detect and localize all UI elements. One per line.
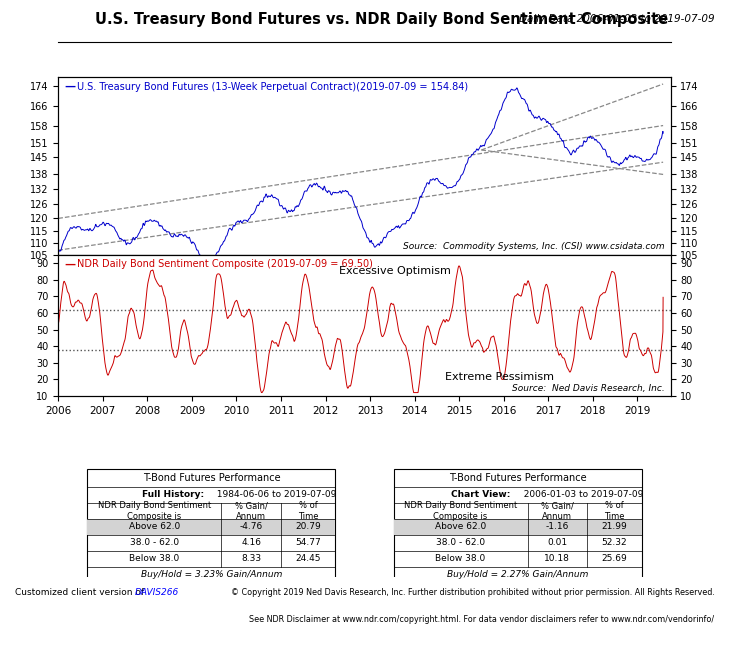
Text: U.S. Treasury Bond Futures vs. NDR Daily Bond Sentiment Composite: U.S. Treasury Bond Futures vs. NDR Daily… xyxy=(95,12,668,27)
Text: U.S. Treasury Bond Futures (13-Week Perpetual Contract)(2019-07-09 = 154.84): U.S. Treasury Bond Futures (13-Week Perp… xyxy=(77,82,468,92)
Bar xyxy=(394,469,642,583)
Text: % Gain/
Annum: % Gain/ Annum xyxy=(235,501,268,520)
Text: NDR Daily Bond Sentiment
Composite is: NDR Daily Bond Sentiment Composite is xyxy=(404,501,517,520)
Text: 38.0 - 62.0: 38.0 - 62.0 xyxy=(436,539,485,547)
Text: 8.33: 8.33 xyxy=(241,554,261,563)
Text: Daily Data 2006-01-03 to 2019-07-09: Daily Data 2006-01-03 to 2019-07-09 xyxy=(519,14,714,24)
Text: Buy/Hold = 2.27% Gain/Annum: Buy/Hold = 2.27% Gain/Annum xyxy=(447,570,588,579)
Text: Above 62.0: Above 62.0 xyxy=(435,522,486,531)
Text: % of
Time: % of Time xyxy=(298,501,319,520)
Text: 20.79: 20.79 xyxy=(295,522,321,531)
Text: % Gain/
Annum: % Gain/ Annum xyxy=(541,501,574,520)
Text: 38.0 - 62.0: 38.0 - 62.0 xyxy=(130,539,179,547)
Text: -1.16: -1.16 xyxy=(545,522,569,531)
Text: 21.99: 21.99 xyxy=(601,522,627,531)
Text: Full History:: Full History: xyxy=(142,490,204,499)
Text: —: — xyxy=(64,82,76,92)
Text: 4.16: 4.16 xyxy=(241,539,261,547)
Text: 10.18: 10.18 xyxy=(545,554,570,563)
Text: Below 38.0: Below 38.0 xyxy=(435,554,486,563)
Text: See NDR Disclaimer at www.ndr.com/copyright.html. For data vendor disclaimers re: See NDR Disclaimer at www.ndr.com/copyri… xyxy=(249,614,714,623)
Text: 2006-01-03 to 2019-07-09: 2006-01-03 to 2019-07-09 xyxy=(518,490,643,499)
Text: NDR Daily Bond Sentiment Composite (2019-07-09 = 69.50): NDR Daily Bond Sentiment Composite (2019… xyxy=(77,259,373,269)
Text: Chart View:: Chart View: xyxy=(451,490,510,499)
Bar xyxy=(87,519,335,535)
Text: Below 38.0: Below 38.0 xyxy=(129,554,179,563)
Text: T-Bond Futures Performance: T-Bond Futures Performance xyxy=(143,473,280,482)
Bar xyxy=(87,469,335,583)
Text: 52.32: 52.32 xyxy=(601,539,627,547)
Text: Source:  Commodity Systems, Inc. (CSI) www.csidata.com: Source: Commodity Systems, Inc. (CSI) ww… xyxy=(403,243,665,252)
Text: © Copyright 2019 Ned Davis Research, Inc. Further distribution prohibited withou: © Copyright 2019 Ned Davis Research, Inc… xyxy=(230,588,714,597)
Text: Extreme Pessimism: Extreme Pessimism xyxy=(445,372,554,382)
Text: Excessive Optimism: Excessive Optimism xyxy=(339,266,451,276)
Text: 0.01: 0.01 xyxy=(547,539,567,547)
Text: Source:  Ned Davis Research, Inc.: Source: Ned Davis Research, Inc. xyxy=(512,384,665,393)
Bar xyxy=(394,519,642,535)
Text: 54.77: 54.77 xyxy=(295,539,321,547)
Text: 24.45: 24.45 xyxy=(295,554,321,563)
Text: Customized client version of: Customized client version of xyxy=(15,588,147,597)
Text: T-Bond Futures Performance: T-Bond Futures Performance xyxy=(449,473,586,482)
Text: Above 62.0: Above 62.0 xyxy=(129,522,180,531)
Text: NDR Daily Bond Sentiment
Composite is: NDR Daily Bond Sentiment Composite is xyxy=(98,501,211,520)
Text: Buy/Hold = 3.23% Gain/Annum: Buy/Hold = 3.23% Gain/Annum xyxy=(141,570,282,579)
Text: 25.69: 25.69 xyxy=(601,554,627,563)
Text: 1984-06-06 to 2019-07-09: 1984-06-06 to 2019-07-09 xyxy=(211,490,337,499)
Text: DAVIS266: DAVIS266 xyxy=(135,588,179,597)
Text: -4.76: -4.76 xyxy=(239,522,262,531)
Text: —: — xyxy=(64,259,76,269)
Text: % of
Time: % of Time xyxy=(604,501,625,520)
